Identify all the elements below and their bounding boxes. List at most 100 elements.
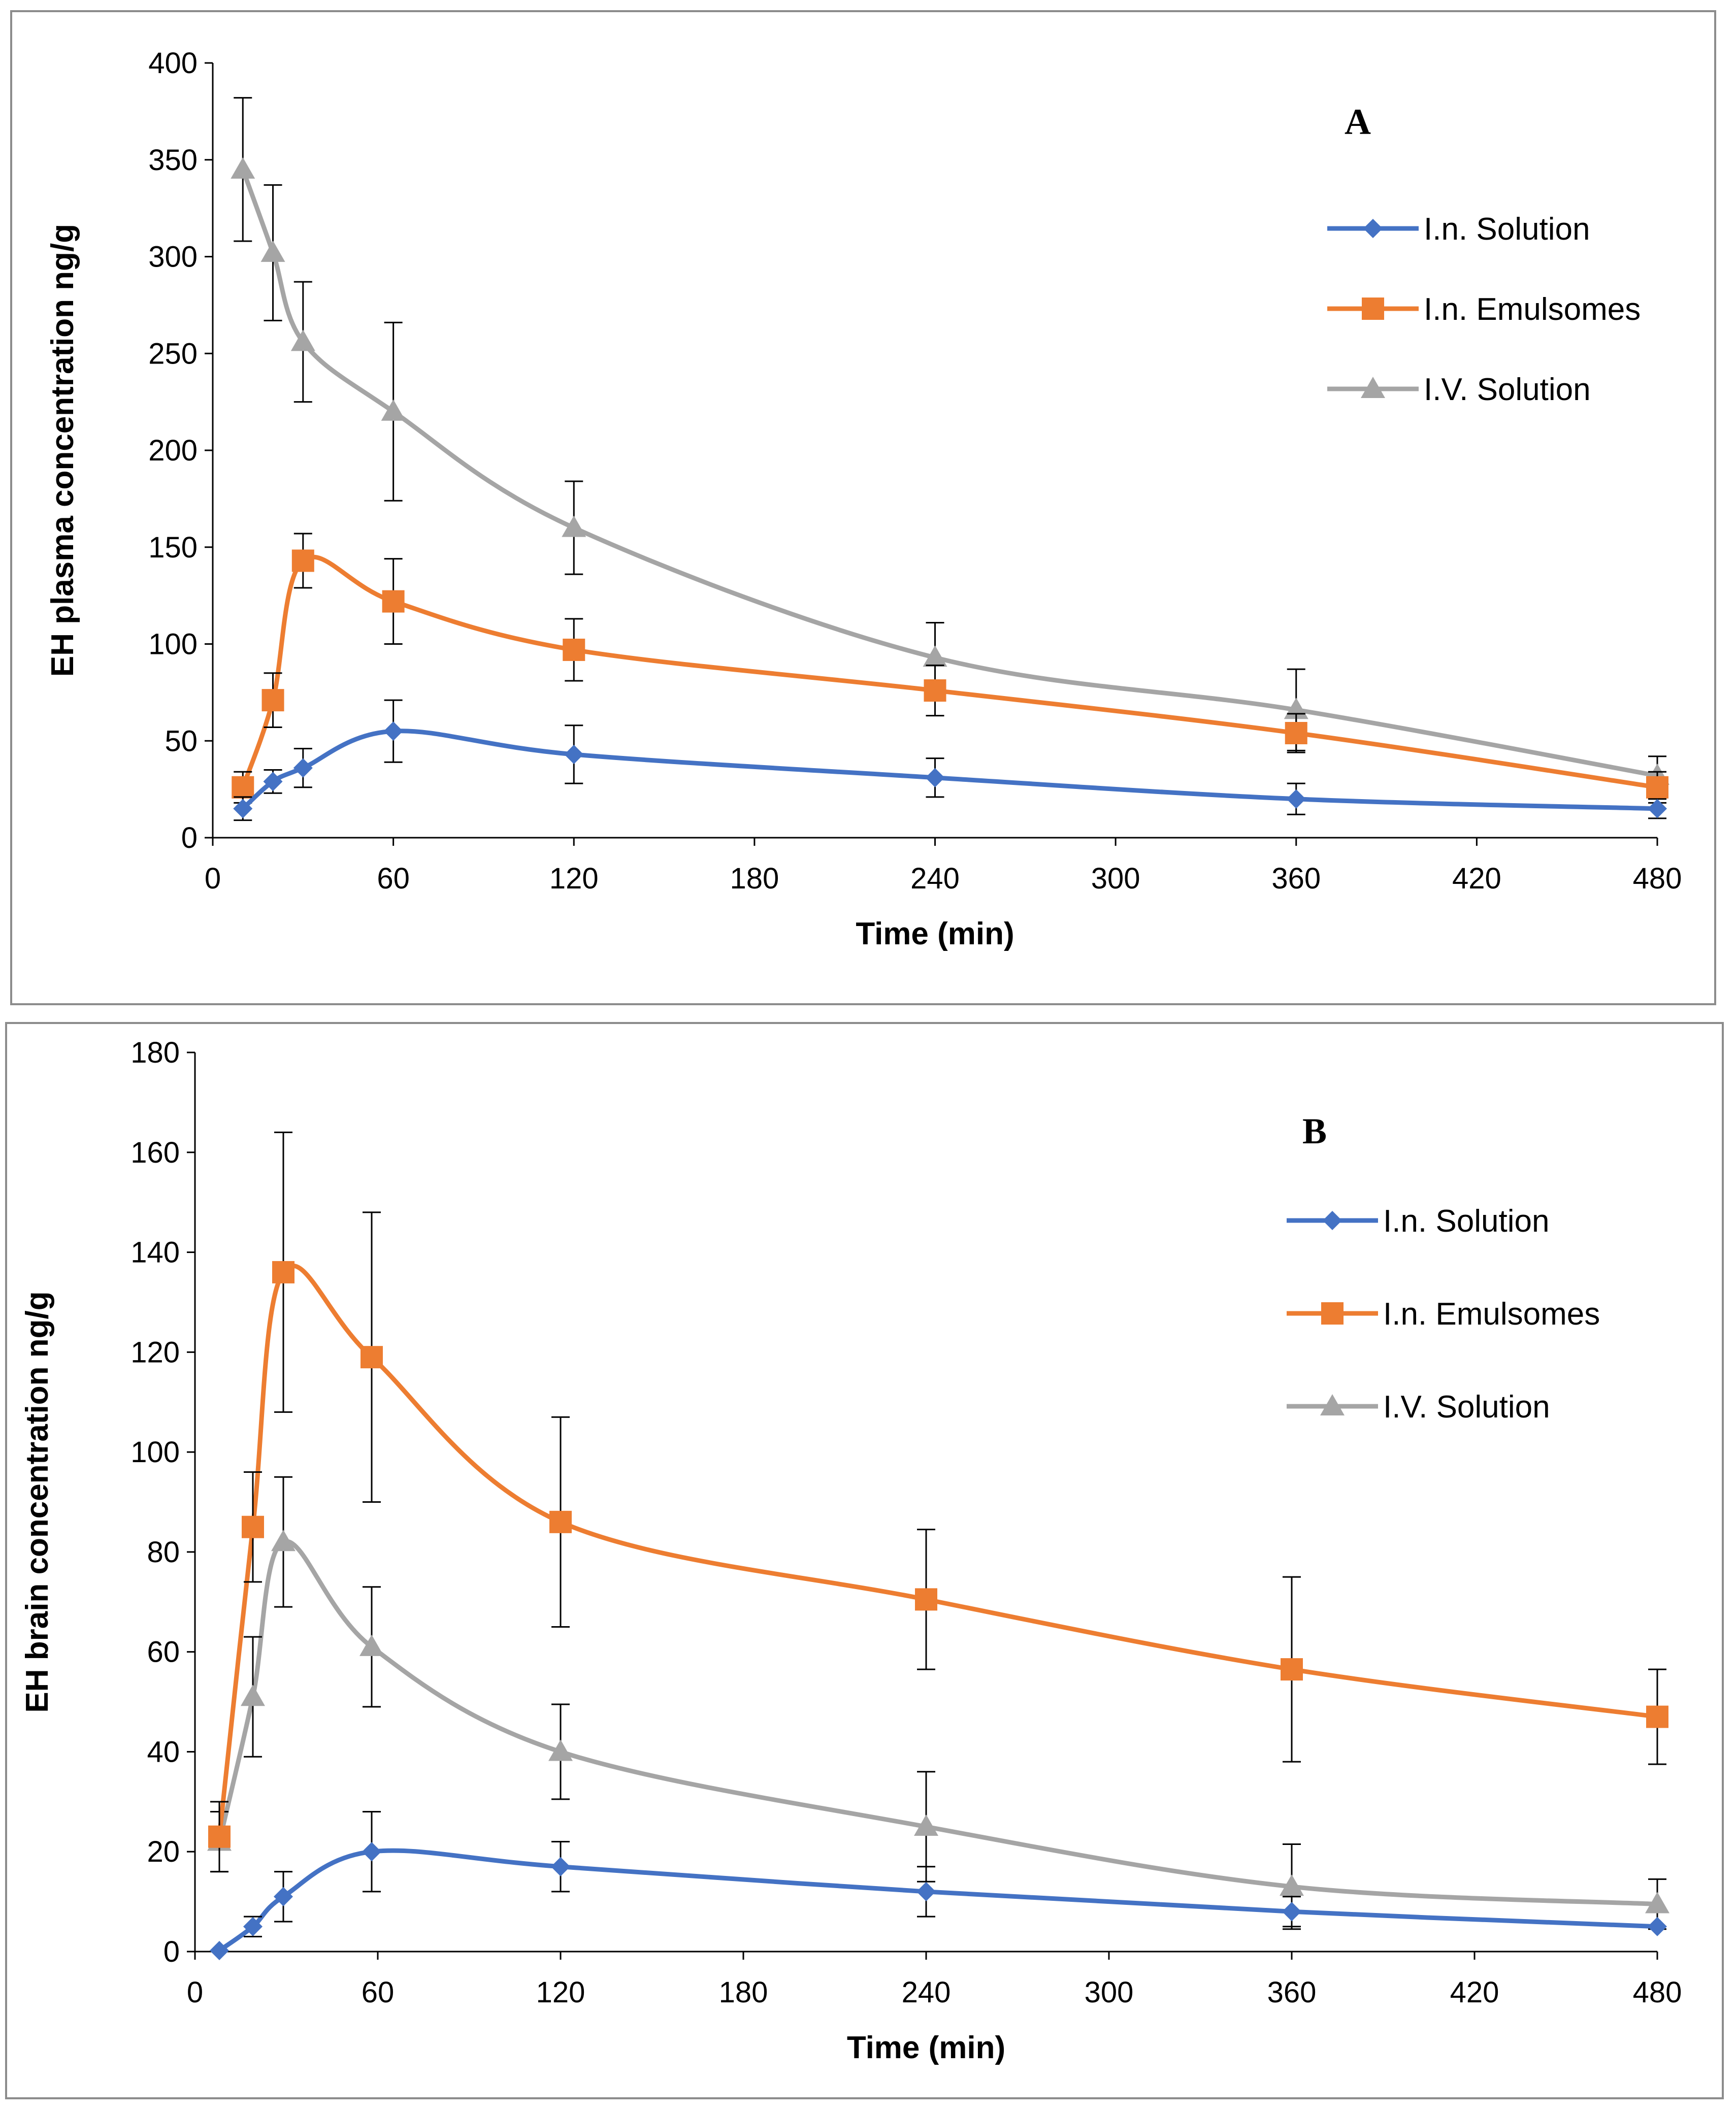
data-point-i-n-solution-240: [925, 768, 945, 787]
x-tick-label-480: 480: [1633, 1976, 1682, 2009]
legend-marker-i-n-solution: [1323, 1211, 1342, 1230]
data-point-i-n-solution-29: [274, 1887, 293, 1906]
y-tick-label-20: 20: [147, 1835, 180, 1868]
x-tick-label-300: 300: [1091, 862, 1140, 895]
brain-chart: 0 20 40 60 80 100 120 140 160 180 0 60 120 180 240 300 3…: [20, 1036, 1682, 2065]
data-point-i-v-solution-29: [271, 1530, 296, 1552]
series-i-v-solution: [231, 97, 1669, 796]
y-tick-label-0: 0: [181, 821, 198, 854]
x-tick-label-120: 120: [536, 1976, 585, 2009]
y-tick-label-100: 100: [148, 628, 198, 661]
x-axis-title: Time (min): [856, 916, 1014, 951]
y-tick-label-150: 150: [148, 531, 198, 564]
data-point-i-n-emulsomes-360: [1285, 721, 1307, 744]
series-line-i-n-emulsomes: [217, 1263, 1658, 1837]
legend-item-i-n-solution: I.n. Solution: [1327, 212, 1590, 247]
data-point-i-v-solution-19: [241, 1685, 265, 1706]
panel-label-a: A: [1345, 102, 1371, 142]
data-point-i-n-emulsomes-20: [261, 689, 284, 712]
data-point-i-v-solution-58: [359, 1634, 384, 1656]
x-tick-label-360: 360: [1267, 1976, 1317, 2009]
series-i-n-solution: [233, 699, 1667, 821]
legend-marker-i-n-solution: [1363, 219, 1383, 238]
x-tick-label-60: 60: [362, 1976, 395, 2009]
data-point-i-v-solution-360: [1280, 1874, 1304, 1896]
data-point-i-v-solution-120: [562, 515, 586, 537]
data-point-i-n-emulsomes-58: [361, 1346, 383, 1369]
legend-marker-i-v-solution: [1320, 1394, 1345, 1415]
data-point-i-n-emulsomes-8: [208, 1825, 231, 1848]
legend-label-i-n-emulsomes: I.n. Emulsomes: [1424, 292, 1641, 327]
data-point-i-n-solution-480: [1648, 1917, 1667, 1936]
y-axis-title: EH plasma concentration ng/g: [45, 224, 80, 677]
data-point-i-n-solution-19: [243, 1917, 263, 1936]
legend-marker-i-n-emulsomes: [1321, 1302, 1344, 1325]
panel-label-b: B: [1302, 1111, 1327, 1151]
chart-panel-a: 0 50 100 150 200 250 300 350 400 0 60 120 180 240 300 3…: [10, 10, 1716, 1005]
data-point-i-n-solution-480: [1648, 799, 1667, 818]
data-point-i-v-solution-60: [381, 399, 406, 421]
y-tick-label-160: 160: [130, 1136, 180, 1169]
legend-item-i-n-emulsomes: I.n. Emulsomes: [1287, 1297, 1600, 1332]
data-point-i-n-emulsomes-10: [232, 776, 254, 799]
plasma-chart: 0 50 100 150 200 250 300 350 400 0 60 120 180 240 300 3…: [45, 47, 1682, 951]
x-tick-label-120: 120: [549, 862, 599, 895]
data-point-i-v-solution-30: [290, 329, 315, 351]
series-line-i-n-emulsomes: [241, 554, 1658, 790]
legend-label-i-n-solution: I.n. Solution: [1383, 1204, 1549, 1239]
data-point-i-v-solution-10: [231, 157, 255, 179]
data-point-i-n-emulsomes-60: [382, 590, 405, 613]
series-line-i-v-solution: [217, 1539, 1658, 1907]
data-point-i-n-solution-8: [210, 1941, 229, 1961]
y-tick-label-250: 250: [148, 337, 198, 370]
legend-item-i-v-solution: I.V. Solution: [1327, 372, 1591, 407]
y-tick-label-40: 40: [147, 1735, 180, 1768]
y-tick-label-120: 120: [130, 1336, 180, 1369]
legend-label-i-v-solution: I.V. Solution: [1383, 1390, 1550, 1425]
data-point-i-n-solution-20: [263, 772, 283, 791]
legend-label-i-v-solution: I.V. Solution: [1424, 372, 1591, 407]
series-line-i-n-solution: [241, 729, 1658, 811]
series-i-n-solution: [210, 1811, 1667, 1961]
data-point-i-n-solution-30: [293, 758, 313, 778]
series-line-i-n-solution: [218, 1848, 1658, 1953]
data-point-i-n-solution-360: [1282, 1902, 1301, 1922]
legend-label-i-n-emulsomes: I.n. Emulsomes: [1383, 1297, 1600, 1332]
series-line-i-v-solution: [241, 169, 1658, 778]
y-tick-label-60: 60: [147, 1636, 180, 1669]
series-i-v-solution: [207, 1476, 1669, 1930]
data-point-i-n-solution-240: [916, 1882, 936, 1901]
x-tick-label-300: 300: [1085, 1976, 1134, 2009]
y-tick-label-140: 140: [130, 1236, 180, 1269]
data-point-i-n-solution-60: [383, 721, 403, 741]
x-tick-label-0: 0: [187, 1976, 203, 2009]
legend-marker-i-v-solution: [1361, 377, 1385, 398]
x-tick-label-420: 420: [1450, 1976, 1499, 2009]
data-point-i-v-solution-240: [914, 1814, 938, 1836]
y-tick-label-80: 80: [147, 1536, 180, 1569]
x-tick-label-180: 180: [730, 862, 779, 895]
x-tick-label-240: 240: [902, 1976, 951, 2009]
x-tick-label-60: 60: [377, 862, 410, 895]
data-point-i-n-solution-360: [1286, 789, 1306, 809]
x-tick-label-240: 240: [910, 862, 960, 895]
y-tick-label-100: 100: [130, 1436, 180, 1469]
data-point-i-n-solution-120: [551, 1857, 570, 1876]
data-point-i-v-solution-120: [548, 1739, 573, 1761]
x-tick-label-480: 480: [1633, 862, 1682, 895]
data-point-i-n-solution-10: [233, 799, 253, 818]
y-tick-label-180: 180: [130, 1036, 180, 1069]
data-point-i-v-solution-20: [260, 240, 285, 262]
legend-label-i-n-solution: I.n. Solution: [1424, 212, 1590, 247]
y-tick-label-300: 300: [148, 241, 198, 274]
data-point-i-n-emulsomes-19: [242, 1515, 264, 1538]
data-point-i-n-emulsomes-29: [272, 1261, 294, 1283]
data-point-i-n-emulsomes-240: [924, 679, 946, 702]
data-point-i-n-emulsomes-120: [563, 638, 585, 661]
data-point-i-v-solution-240: [923, 645, 947, 667]
data-point-i-n-solution-58: [362, 1842, 381, 1862]
x-axis-title: Time (min): [847, 2030, 1005, 2065]
y-tick-label-400: 400: [148, 47, 198, 80]
x-tick-label-0: 0: [205, 862, 221, 895]
data-point-i-v-solution-480: [1645, 1892, 1669, 1913]
